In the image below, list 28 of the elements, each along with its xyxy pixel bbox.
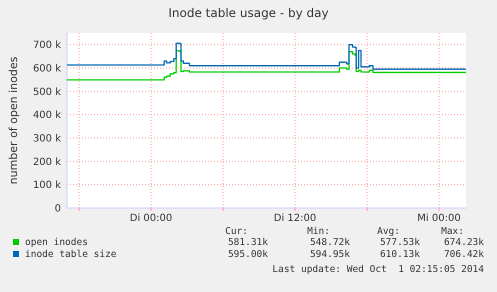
- text: 577.53k: [380, 237, 420, 248]
- text: 594.95k: [310, 249, 350, 260]
- text: Last update: Wed Oct 1 02:15:05 2014: [272, 264, 484, 275]
- text: 581.31k: [228, 237, 268, 248]
- y-axis-title: number of open inodes: [7, 56, 20, 184]
- text: Min:: [307, 226, 330, 237]
- text: Avg:: [377, 226, 400, 237]
- x-tick-label: Di 00:00: [130, 213, 172, 224]
- y-tick-label: 100 k: [32, 180, 62, 192]
- y-tick-label: 400 k: [32, 110, 62, 122]
- legend-label: open inodes: [25, 237, 88, 248]
- x-tick-label: Di 12:00: [274, 213, 316, 224]
- text: 595.00k: [228, 249, 268, 260]
- y-tick-label: 200 k: [32, 156, 62, 168]
- y-tick-label: 700 k: [32, 40, 62, 52]
- y-tick-label: 0: [54, 204, 61, 214]
- text: 610.13k: [380, 249, 420, 260]
- text: Max:: [441, 226, 464, 237]
- y-tick-label: 600 k: [32, 64, 62, 74]
- chart-title: Inode table usage - by day: [168, 6, 329, 20]
- text: 548.72k: [310, 237, 350, 248]
- y-tick-label: 500 k: [32, 86, 62, 98]
- x-tick-label: Mi 00:00: [417, 213, 461, 224]
- y-tick-label: 300 k: [32, 134, 62, 144]
- text: 674.23k: [444, 237, 484, 248]
- text: 706.42k: [444, 249, 484, 260]
- legend-label: inode table size: [25, 249, 117, 260]
- text: Cur:: [225, 226, 248, 237]
